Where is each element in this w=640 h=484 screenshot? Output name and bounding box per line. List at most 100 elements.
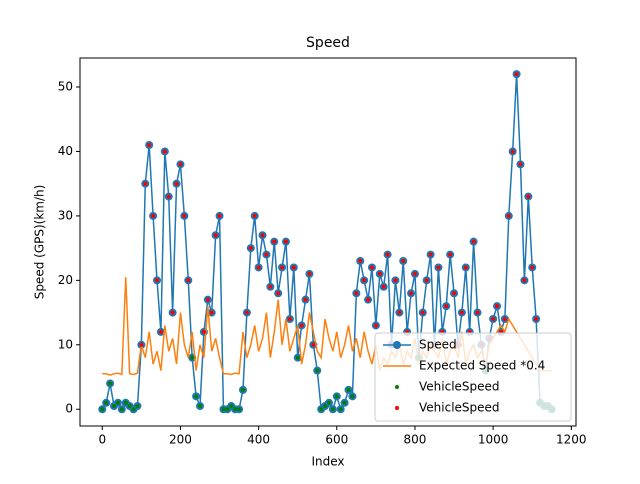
point — [151, 213, 156, 218]
point — [526, 194, 531, 199]
point — [373, 323, 378, 328]
point — [409, 291, 414, 296]
point — [143, 181, 148, 186]
point — [213, 233, 218, 238]
x-axis-label: Index — [311, 455, 344, 469]
point — [205, 297, 210, 302]
legend-label: VehicleSpeed — [419, 401, 500, 415]
point — [248, 246, 253, 251]
point — [166, 194, 171, 199]
point — [502, 317, 507, 322]
point — [240, 387, 245, 392]
point — [221, 407, 226, 412]
point — [362, 278, 367, 283]
point — [115, 400, 120, 405]
point — [291, 265, 296, 270]
x-tick-label: 1200 — [556, 433, 587, 447]
point — [194, 394, 199, 399]
point — [323, 404, 328, 409]
point — [217, 213, 222, 218]
point — [463, 265, 468, 270]
point — [326, 400, 331, 405]
point — [412, 271, 417, 276]
point — [178, 162, 183, 167]
point — [358, 259, 363, 264]
x-tick-label: 1000 — [478, 433, 509, 447]
x-tick-label: 800 — [404, 433, 427, 447]
point — [315, 368, 320, 373]
point — [307, 271, 312, 276]
point — [100, 407, 105, 412]
y-tick-label: 10 — [58, 337, 73, 351]
legend-label: Speed — [419, 338, 457, 352]
point — [264, 252, 269, 257]
point — [334, 394, 339, 399]
point — [197, 404, 202, 409]
point — [397, 310, 402, 315]
point — [147, 143, 152, 148]
point — [510, 149, 515, 154]
point — [471, 239, 476, 244]
chart-title: Speed — [306, 35, 350, 51]
point — [436, 265, 441, 270]
point — [283, 239, 288, 244]
point — [158, 329, 163, 334]
point — [448, 252, 453, 257]
legend-marker — [393, 341, 401, 349]
x-tick-label: 400 — [247, 433, 270, 447]
point — [295, 355, 300, 360]
y-tick-label: 50 — [58, 80, 73, 94]
point — [119, 407, 124, 412]
point — [444, 304, 449, 309]
y-tick-label: 40 — [58, 144, 73, 158]
point — [139, 342, 144, 347]
x-tick-label: 600 — [325, 433, 348, 447]
point — [225, 407, 230, 412]
point — [506, 213, 511, 218]
x-tick-label: 0 — [98, 433, 106, 447]
point — [276, 291, 281, 296]
y-axis-label: Speed (GPS)(km/h) — [33, 185, 47, 300]
point — [338, 407, 343, 412]
point — [280, 265, 285, 270]
point — [272, 239, 277, 244]
point — [182, 213, 187, 218]
point — [303, 297, 308, 302]
point — [108, 381, 113, 386]
point — [518, 162, 523, 167]
point — [401, 259, 406, 264]
legend-label: Expected Speed *0.4 — [419, 359, 545, 373]
point — [346, 387, 351, 392]
point — [459, 310, 464, 315]
x-tick-label: 200 — [169, 433, 192, 447]
point — [112, 404, 117, 409]
point — [123, 400, 128, 405]
point — [201, 329, 206, 334]
legend-label: VehicleSpeed — [419, 380, 500, 394]
point — [530, 265, 535, 270]
point — [154, 278, 159, 283]
point — [475, 310, 480, 315]
point — [420, 310, 425, 315]
point — [131, 407, 136, 412]
plot-frame — [79, 57, 577, 427]
point — [377, 271, 382, 276]
point — [237, 407, 242, 412]
point — [186, 278, 191, 283]
point — [428, 252, 433, 257]
point — [174, 181, 179, 186]
legend-marker — [395, 385, 399, 389]
point — [381, 284, 386, 289]
point — [268, 284, 273, 289]
point — [491, 317, 496, 322]
point — [311, 342, 316, 347]
point — [319, 407, 324, 412]
point — [256, 265, 261, 270]
legend-marker — [395, 406, 399, 410]
point — [393, 278, 398, 283]
y-tick-label: 0 — [65, 402, 73, 416]
legend-box — [374, 332, 572, 422]
point — [385, 252, 390, 257]
point — [342, 400, 347, 405]
